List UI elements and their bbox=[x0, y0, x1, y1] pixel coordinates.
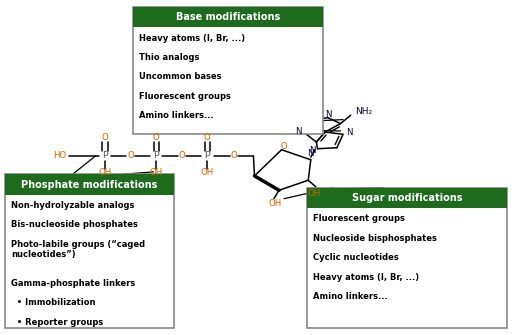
Text: OH: OH bbox=[98, 168, 112, 177]
Text: O: O bbox=[178, 151, 185, 160]
Text: • Immobilization: • Immobilization bbox=[11, 298, 96, 307]
FancyBboxPatch shape bbox=[5, 174, 174, 195]
Text: Fluorescent groups: Fluorescent groups bbox=[139, 92, 231, 101]
FancyBboxPatch shape bbox=[307, 188, 507, 208]
Text: Gamma-phosphate linkers: Gamma-phosphate linkers bbox=[11, 279, 136, 288]
Text: Base modifications: Base modifications bbox=[176, 12, 280, 22]
Text: N: N bbox=[326, 110, 332, 119]
Text: Uncommon bases: Uncommon bases bbox=[139, 72, 222, 81]
Text: Heavy atoms (I, Br, ...): Heavy atoms (I, Br, ...) bbox=[139, 34, 245, 43]
Text: NH₂: NH₂ bbox=[355, 108, 372, 116]
FancyBboxPatch shape bbox=[133, 7, 323, 27]
Text: P: P bbox=[204, 151, 210, 160]
Text: Photo-labile groups (“caged
nucleotides”): Photo-labile groups (“caged nucleotides”… bbox=[11, 240, 145, 259]
Text: O: O bbox=[127, 151, 134, 160]
Text: Nucleoside bisphosphates: Nucleoside bisphosphates bbox=[313, 234, 437, 243]
Text: N: N bbox=[346, 128, 352, 137]
Text: O: O bbox=[281, 142, 288, 151]
FancyBboxPatch shape bbox=[307, 188, 507, 328]
Text: Phosphate modifications: Phosphate modifications bbox=[22, 180, 158, 190]
Text: OH: OH bbox=[201, 168, 214, 177]
Text: O: O bbox=[153, 133, 160, 142]
Text: OH: OH bbox=[308, 189, 321, 198]
FancyBboxPatch shape bbox=[5, 174, 174, 328]
Text: Sugar modifications: Sugar modifications bbox=[352, 193, 462, 203]
Text: • Reporter groups: • Reporter groups bbox=[11, 318, 103, 327]
Text: P: P bbox=[153, 151, 159, 160]
Text: OH: OH bbox=[150, 168, 163, 177]
Text: OH: OH bbox=[268, 199, 282, 208]
Text: O: O bbox=[230, 151, 238, 160]
Text: Non-hydrolyzable analogs: Non-hydrolyzable analogs bbox=[11, 201, 135, 210]
Text: Bis-nucleoside phosphates: Bis-nucleoside phosphates bbox=[11, 220, 138, 229]
Text: Amino linkers...: Amino linkers... bbox=[313, 292, 388, 301]
Text: Fluorescent groups: Fluorescent groups bbox=[313, 214, 405, 223]
Text: Amino linkers...: Amino linkers... bbox=[139, 111, 214, 120]
FancyBboxPatch shape bbox=[133, 7, 323, 134]
Text: Heavy atoms (I, Br, ...): Heavy atoms (I, Br, ...) bbox=[313, 273, 419, 282]
Text: Cyclic nucleotides: Cyclic nucleotides bbox=[313, 253, 399, 262]
Text: N: N bbox=[295, 128, 302, 136]
Text: N: N bbox=[309, 146, 315, 155]
Text: O: O bbox=[101, 133, 109, 142]
Text: N: N bbox=[308, 149, 314, 157]
Text: Thio analogs: Thio analogs bbox=[139, 53, 200, 62]
Text: O: O bbox=[204, 133, 211, 142]
Text: P: P bbox=[102, 151, 108, 160]
Text: HO: HO bbox=[53, 151, 67, 160]
